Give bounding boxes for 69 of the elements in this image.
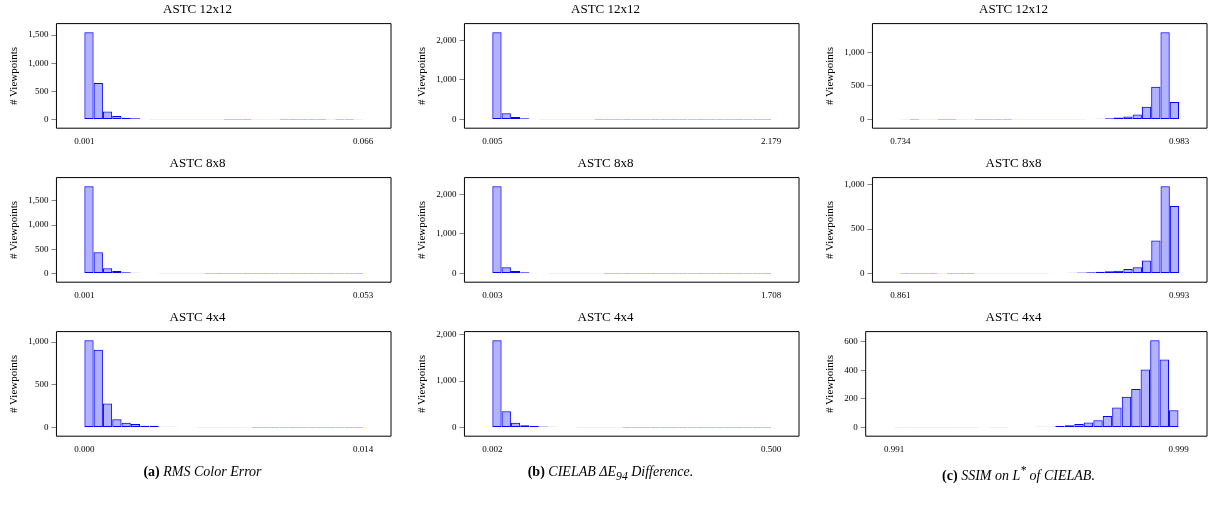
y-tick-label: 0 [451,267,457,278]
y-tick-label: 0 [451,113,457,124]
y-tick-label: 0 [859,113,865,124]
y-tick-label: 600 [844,336,859,347]
chart-title: ASTC 4x4 [169,309,226,325]
y-axis-title: # Viewpoints [415,354,428,413]
x-tick-label: 2.179 [761,135,782,146]
x-tick-label: 0.983 [1168,135,1190,146]
x-tick-label: 0.001 [74,135,95,146]
x-tick-label: 0.053 [353,289,374,300]
y-tick-label: 500 [34,85,49,96]
text: (b) CIELAB ΔE$_{94}$ Difference. [527,464,694,483]
y-tick-label: 200 [844,393,859,404]
x-tick-label: 0.066 [353,135,374,146]
x-tick-label: 0.002 [482,443,503,454]
x-tick-label: 0.861 [890,289,911,300]
y-axis-title: # Viewpoints [415,200,428,259]
y-tick-label: 2,000 [436,329,457,340]
x-tick-label: 0.001 [74,289,95,300]
y-tick-label: 1,500 [28,29,49,40]
y-tick-label: 0 [859,267,865,278]
y-tick-label: 2,000 [436,34,457,45]
y-axis-title: # Viewpoints [823,46,836,105]
y-tick-label: 1,000 [28,219,49,230]
x-tick-label: 0.014 [353,443,374,454]
y-tick-label: 0 [853,421,859,432]
y-tick-label: 1,500 [28,195,49,206]
y-tick-label: 500 [34,379,49,390]
x-tick-label: 0.991 [884,443,905,454]
chart-title: ASTC 12x12 [571,1,640,17]
y-tick-label: 1,000 [28,336,49,347]
y-tick-label: 500 [850,223,865,234]
y-tick-label: 1,000 [844,178,865,189]
x-tick-label: 0.993 [1169,289,1190,300]
y-tick-label: 1,000 [436,375,457,386]
y-tick-label: 400 [844,364,859,375]
chart-title: ASTC 12x12 [979,1,1048,17]
x-tick-label: 0.000 [74,443,95,454]
y-tick-label: 1,000 [844,46,865,57]
y-tick-label: 1,000 [436,74,457,85]
y-axis-title: # Viewpoints [7,46,20,105]
x-tick-label: 1.708 [761,289,782,300]
y-axis-title: # Viewpoints [823,200,836,259]
chart-title: ASTC 8x8 [985,155,1042,171]
y-tick-label: 500 [850,80,865,91]
y-tick-label: 2,000 [436,188,457,199]
y-tick-label: 0 [43,421,49,432]
y-tick-label: 0 [451,421,457,432]
y-tick-label: 1,000 [28,57,49,68]
text: (a) RMS Color Error [143,464,262,479]
x-tick-label: 0.003 [482,289,503,300]
chart-title: ASTC 12x12 [163,1,232,17]
chart-title: ASTC 4x4 [577,309,634,325]
y-axis-title: # Viewpoints [7,200,20,259]
y-tick-label: 500 [34,243,49,254]
y-tick-label: 0 [43,267,49,278]
x-tick-label: 0.734 [890,135,912,146]
y-axis-title: # Viewpoints [823,354,836,413]
y-axis-title: # Viewpoints [415,46,428,105]
chart-title: ASTC 8x8 [169,155,226,171]
x-tick-label: 0.999 [1168,443,1190,454]
chart-title: ASTC 8x8 [577,155,634,171]
text: (c) SSIM on L$^{*}$ of CIELAB. [942,464,1095,483]
y-tick-label: 0 [43,113,49,124]
x-tick-label: 0.005 [482,135,503,146]
x-tick-label: 0.500 [761,443,782,454]
y-axis-title: # Viewpoints [7,354,20,413]
chart-title: ASTC 4x4 [985,309,1042,325]
y-tick-label: 1,000 [436,228,457,239]
